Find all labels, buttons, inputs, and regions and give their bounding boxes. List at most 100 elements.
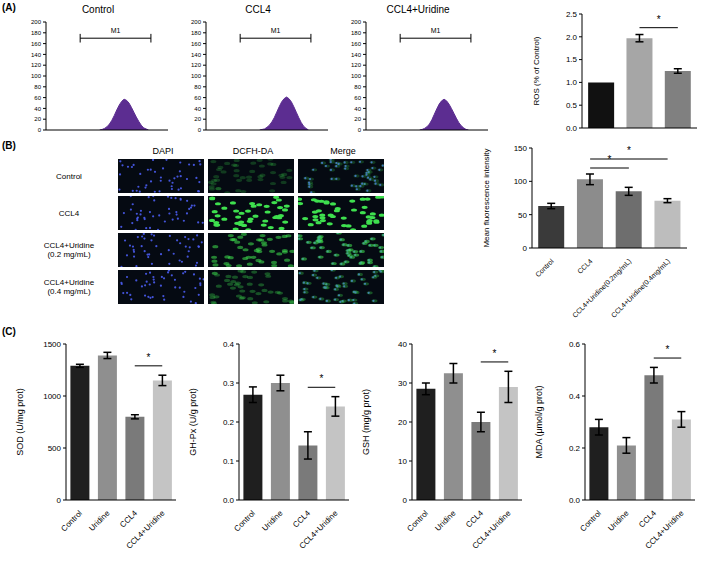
svg-text:0.2: 0.2 bbox=[223, 418, 235, 427]
svg-text:150: 150 bbox=[514, 144, 528, 153]
svg-text:*: * bbox=[627, 145, 631, 156]
svg-text:40: 40 bbox=[398, 340, 407, 349]
svg-text:Control: Control bbox=[405, 509, 430, 534]
svg-text:0: 0 bbox=[198, 127, 202, 133]
svg-text:0.0: 0.0 bbox=[569, 496, 581, 505]
svg-text:CCL4: CCL4 bbox=[576, 257, 594, 275]
svg-text:100: 100 bbox=[351, 73, 362, 79]
svg-text:20: 20 bbox=[398, 418, 407, 427]
svg-text:Control: Control bbox=[534, 257, 555, 278]
svg-text:CCL4: CCL4 bbox=[118, 508, 139, 529]
svg-text:*: * bbox=[657, 14, 661, 25]
svg-text:CCL4: CCL4 bbox=[291, 508, 312, 529]
svg-text:*: * bbox=[608, 154, 612, 165]
svg-text:0.4: 0.4 bbox=[569, 392, 581, 401]
svg-text:M1: M1 bbox=[111, 27, 121, 34]
svg-text:*: * bbox=[666, 344, 670, 355]
svg-text:CCL4+Uridine: CCL4+Uridine bbox=[124, 508, 166, 550]
svg-text:CCL4+Uridine: CCL4+Uridine bbox=[643, 508, 685, 550]
svg-text:1500: 1500 bbox=[43, 340, 61, 349]
svg-text:1.0: 1.0 bbox=[566, 78, 578, 87]
html-text:(A): (A) bbox=[2, 2, 16, 13]
svg-text:200: 200 bbox=[351, 19, 362, 25]
svg-text:0.4: 0.4 bbox=[223, 340, 235, 349]
svg-text:20: 20 bbox=[354, 116, 361, 122]
svg-text:160: 160 bbox=[191, 41, 202, 47]
html-text:CCL4+Uridine (0.4 mg/mL): CCL4+Uridine (0.4 mg/mL) bbox=[43, 278, 95, 296]
svg-text:80: 80 bbox=[34, 84, 41, 90]
svg-text:50: 50 bbox=[518, 211, 527, 220]
svg-text:60: 60 bbox=[354, 95, 361, 101]
svg-text:100: 100 bbox=[514, 177, 528, 186]
svg-text:0.5: 0.5 bbox=[566, 101, 578, 110]
svg-text:0.6: 0.6 bbox=[569, 340, 581, 349]
svg-text:20: 20 bbox=[34, 116, 41, 122]
svg-text:Control: Control bbox=[578, 509, 603, 534]
svg-text:30: 30 bbox=[398, 379, 407, 388]
svg-text:0: 0 bbox=[403, 496, 408, 505]
svg-text:80: 80 bbox=[194, 84, 201, 90]
svg-text:0.0: 0.0 bbox=[566, 124, 578, 133]
svg-text:160: 160 bbox=[31, 41, 42, 47]
svg-text:Uridine: Uridine bbox=[260, 508, 285, 533]
svg-text:100: 100 bbox=[31, 73, 42, 79]
svg-text:GSH (mg/g prot): GSH (mg/g prot) bbox=[361, 389, 371, 455]
svg-text:200: 200 bbox=[31, 19, 42, 25]
svg-text:1000: 1000 bbox=[43, 392, 61, 401]
svg-text:0: 0 bbox=[38, 127, 42, 133]
html-text:CCL4+Uridine (0.2 mg/mL): CCL4+Uridine (0.2 mg/mL) bbox=[43, 241, 95, 259]
svg-text:180: 180 bbox=[351, 30, 362, 36]
svg-text:120: 120 bbox=[31, 62, 42, 68]
svg-text:Uridine: Uridine bbox=[87, 508, 112, 533]
svg-text:40: 40 bbox=[354, 106, 361, 112]
svg-text:2.0: 2.0 bbox=[566, 33, 578, 42]
svg-text:160: 160 bbox=[351, 41, 362, 47]
svg-text:0: 0 bbox=[358, 127, 362, 133]
svg-text:CCL4+Uridine: CCL4+Uridine bbox=[297, 508, 339, 550]
svg-text:Control: Control bbox=[232, 509, 257, 534]
svg-text:60: 60 bbox=[34, 95, 41, 101]
svg-text:2.5: 2.5 bbox=[566, 10, 578, 19]
svg-text:0.2: 0.2 bbox=[569, 444, 581, 453]
svg-text:120: 120 bbox=[351, 62, 362, 68]
svg-text:0.1: 0.1 bbox=[223, 457, 235, 466]
svg-text:1.5: 1.5 bbox=[566, 55, 578, 64]
svg-text:CCL4+Uridine(0.2mg/mL): CCL4+Uridine(0.2mg/mL) bbox=[571, 257, 633, 319]
svg-text:Uridine: Uridine bbox=[433, 508, 458, 533]
svg-text:0: 0 bbox=[57, 496, 62, 505]
svg-text:SOD (U/mg prot): SOD (U/mg prot) bbox=[15, 388, 25, 456]
svg-text:60: 60 bbox=[194, 95, 201, 101]
svg-text:CCL4: CCL4 bbox=[637, 508, 658, 529]
svg-text:*: * bbox=[493, 348, 497, 359]
svg-text:180: 180 bbox=[191, 30, 202, 36]
svg-text:140: 140 bbox=[31, 52, 42, 58]
svg-text:100: 100 bbox=[191, 73, 202, 79]
svg-text:CCL4: CCL4 bbox=[464, 508, 485, 529]
svg-text:140: 140 bbox=[351, 52, 362, 58]
svg-text:M1: M1 bbox=[271, 27, 281, 34]
svg-text:20: 20 bbox=[194, 116, 201, 122]
svg-text:Control: Control bbox=[59, 509, 84, 534]
svg-text:*: * bbox=[147, 352, 151, 363]
svg-text:80: 80 bbox=[354, 84, 361, 90]
svg-text:180: 180 bbox=[31, 30, 42, 36]
svg-text:500: 500 bbox=[48, 444, 62, 453]
svg-text:0.3: 0.3 bbox=[223, 379, 235, 388]
svg-text:0.0: 0.0 bbox=[223, 496, 235, 505]
svg-text:M1: M1 bbox=[431, 27, 441, 34]
svg-text:ROS (% of Control): ROS (% of Control) bbox=[532, 36, 541, 105]
svg-text:*: * bbox=[320, 373, 324, 384]
svg-text:CCL4+Uridine: CCL4+Uridine bbox=[470, 508, 512, 550]
svg-text:MDA (μmol/g prot): MDA (μmol/g prot) bbox=[534, 385, 544, 458]
svg-text:40: 40 bbox=[34, 106, 41, 112]
svg-text:GH-Px (U/g prot): GH-Px (U/g prot) bbox=[188, 388, 198, 456]
svg-text:Uridine: Uridine bbox=[606, 508, 631, 533]
svg-text:CCL4+Uridine(0.4mg/mL): CCL4+Uridine(0.4mg/mL) bbox=[610, 257, 672, 319]
svg-text:0: 0 bbox=[523, 244, 528, 253]
svg-text:40: 40 bbox=[194, 106, 201, 112]
svg-text:140: 140 bbox=[191, 52, 202, 58]
svg-text:10: 10 bbox=[398, 457, 407, 466]
svg-text:Mean fluorescence intensity: Mean fluorescence intensity bbox=[482, 148, 491, 247]
svg-text:120: 120 bbox=[191, 62, 202, 68]
svg-text:200: 200 bbox=[191, 19, 202, 25]
